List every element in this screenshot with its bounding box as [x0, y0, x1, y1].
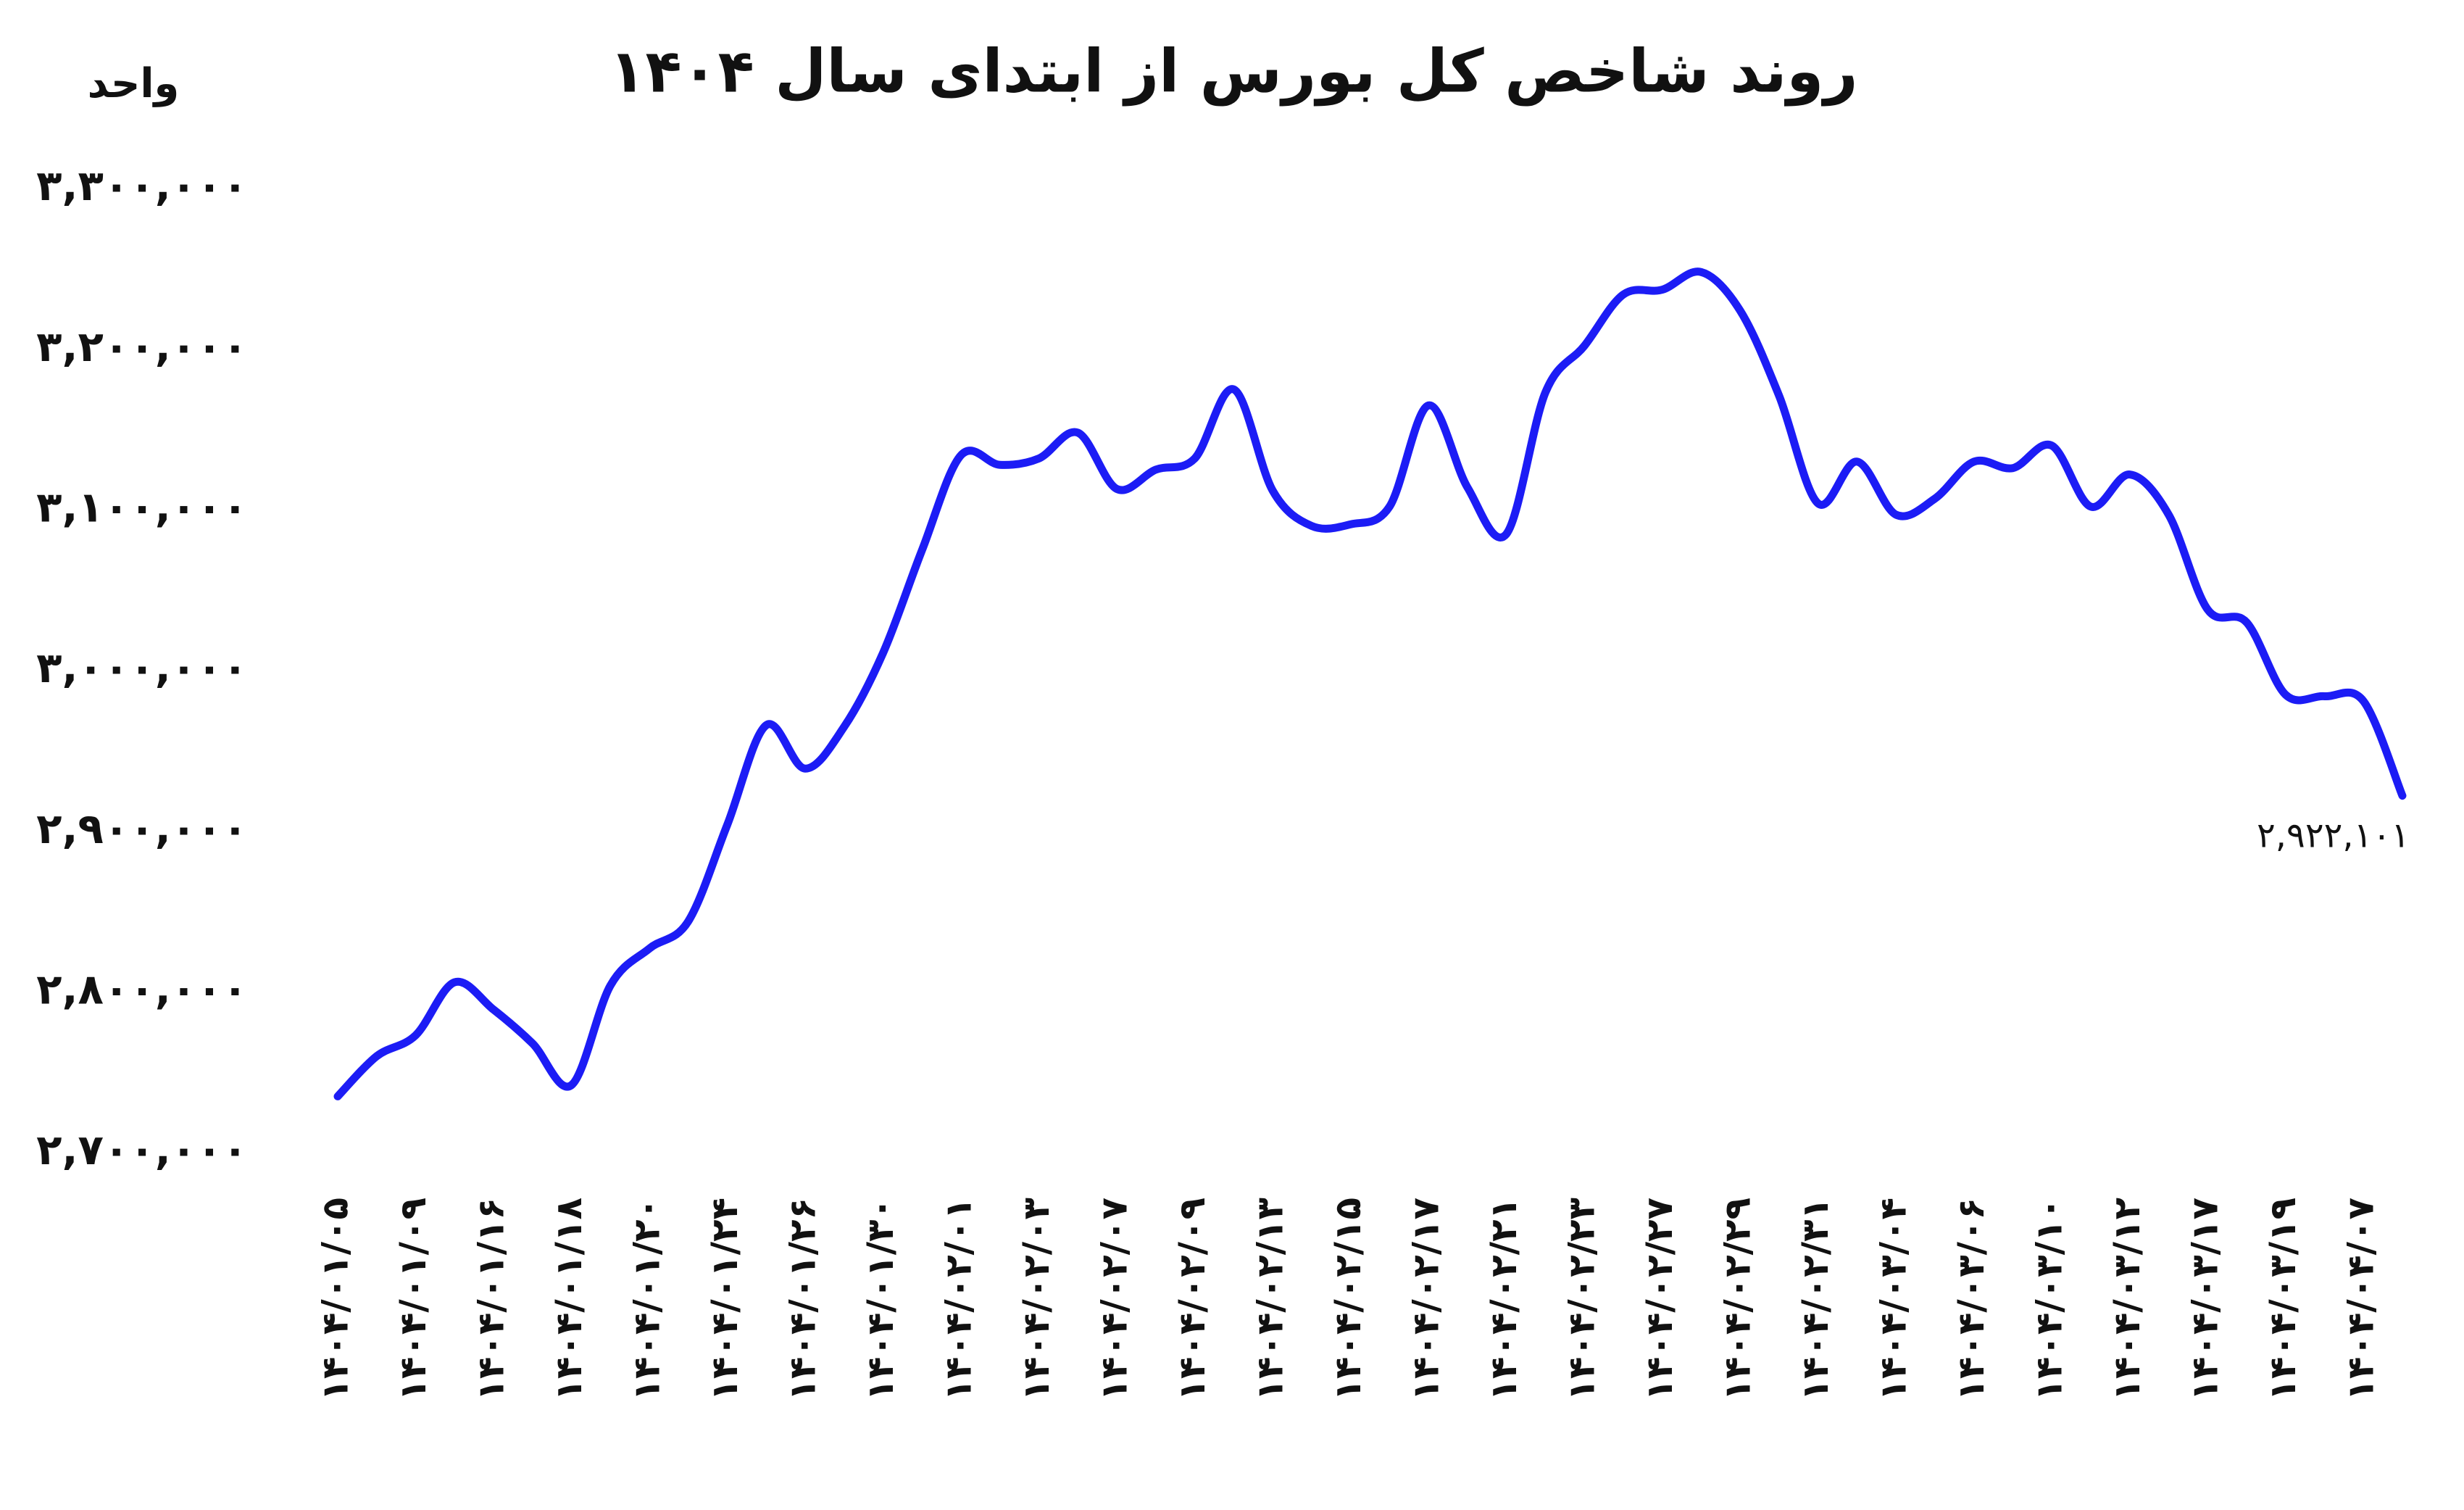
- x-tick-label: ۱۴۰۴/۰۳/۱۲: [2106, 1198, 2148, 1401]
- x-tick-label: ۱۴۰۴/۰۲/۲۹: [1717, 1198, 1759, 1401]
- x-tick-label: ۱۴۰۴/۰۱/۱۸: [548, 1198, 590, 1401]
- x-tick-label: ۱۴۰۴/۰۱/۰۹: [392, 1198, 434, 1401]
- x-tick-label: ۱۴۰۴/۰۲/۰۹: [1171, 1198, 1213, 1401]
- x-tick-label: ۱۴۰۴/۰۲/۳۱: [1794, 1198, 1836, 1401]
- x-tick-label: ۱۴۰۴/۰۲/۲۷: [1639, 1198, 1681, 1401]
- x-tick-label: ۱۴۰۴/۰۳/۰۶: [1950, 1198, 1992, 1401]
- x-tick-label: ۱۴۰۴/۰۱/۱۶: [470, 1198, 512, 1401]
- x-tick-label: ۱۴۰۴/۰۲/۰۱: [938, 1198, 980, 1401]
- x-tick-label: ۱۴۰۴/۰۲/۱۳: [1249, 1198, 1291, 1401]
- x-tick-label: ۱۴۰۴/۰۲/۲۳: [1561, 1198, 1603, 1401]
- x-tick-label: ۱۴۰۴/۰۱/۲۴: [704, 1198, 746, 1401]
- value-label: ۲,۹۲۲,۱۰۱: [2257, 816, 2410, 856]
- x-tick-label: ۱۴۰۴/۰۲/۰۳: [1015, 1198, 1057, 1401]
- x-tick-label: ۱۴۰۴/۰۲/۱۵: [1327, 1198, 1369, 1401]
- x-tick-label: ۱۴۰۴/۰۱/۰۵: [315, 1198, 357, 1401]
- y-axis-label: واحد: [88, 60, 180, 107]
- x-tick-label: ۱۴۰۴/۰۱/۳۰: [860, 1198, 902, 1401]
- y-tick-label: ۳,۰۰۰,۰۰۰: [36, 643, 248, 692]
- y-tick-label: ۲,۸۰۰,۰۰۰: [36, 964, 248, 1013]
- x-tick-label: ۱۴۰۴/۰۳/۱۰: [2028, 1198, 2070, 1401]
- x-tick-label: ۱۴۰۴/۰۲/۲۱: [1483, 1198, 1525, 1401]
- y-tick-label: ۳,۳۰۰,۰۰۰: [36, 161, 248, 210]
- chart-title: روند شاخص کل بورس از ابتدای سال ۱۴۰۴: [609, 37, 1857, 107]
- y-tick-label: ۲,۷۰۰,۰۰۰: [36, 1125, 248, 1174]
- x-tick-label: ۱۴۰۴/۰۳/۱۷: [2184, 1198, 2226, 1401]
- x-tick-label: ۱۴۰۴/۰۲/۰۷: [1094, 1198, 1136, 1401]
- x-tick-label: ۱۴۰۴/۰۱/۲۶: [782, 1198, 824, 1401]
- x-tick-label: ۱۴۰۴/۰۳/۱۹: [2262, 1198, 2304, 1401]
- y-tick-label: ۲,۹۰۰,۰۰۰: [36, 804, 248, 853]
- x-tick-label: ۱۴۰۴/۰۲/۱۷: [1405, 1198, 1447, 1401]
- x-tick-label: ۱۴۰۴/۰۴/۰۷: [2340, 1198, 2382, 1401]
- y-tick-label: ۳,۱۰۰,۰۰۰: [36, 482, 248, 531]
- line: [333, 267, 2407, 1100]
- y-tick-label: ۳,۲۰۰,۰۰۰: [36, 322, 248, 371]
- x-tick-label: ۱۴۰۴/۰۱/۲۰: [626, 1198, 668, 1401]
- x-tick-label: ۱۴۰۴/۰۳/۰۴: [1873, 1198, 1915, 1401]
